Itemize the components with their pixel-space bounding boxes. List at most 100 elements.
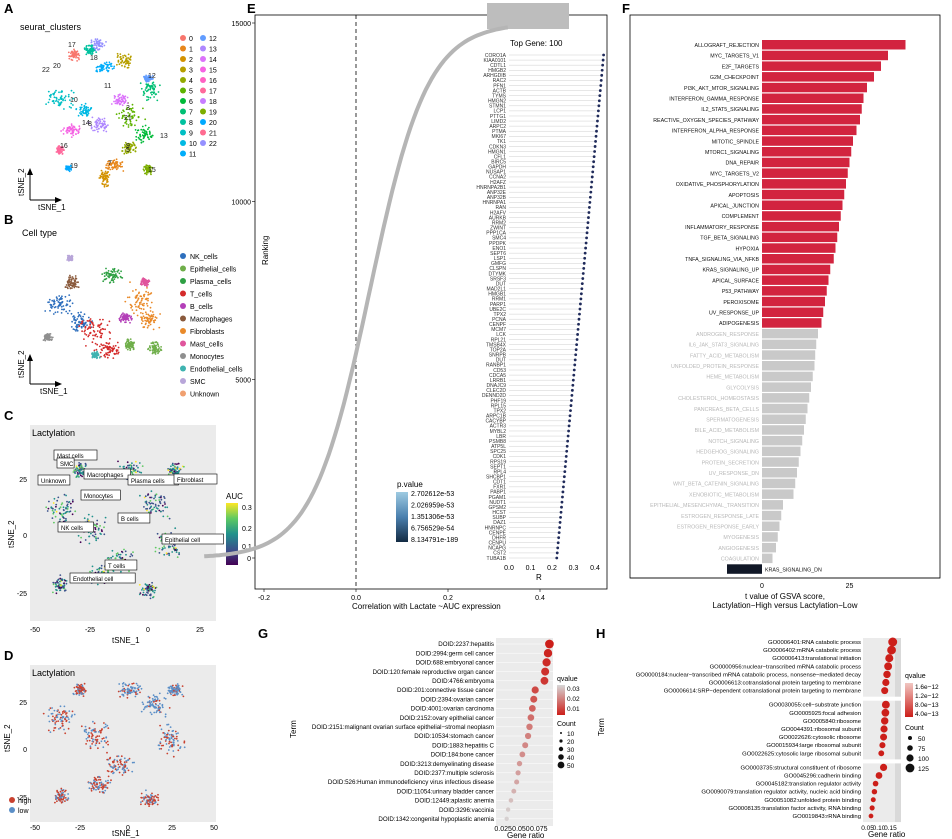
cluster-point <box>146 171 149 174</box>
group-point <box>105 741 108 744</box>
legend-swatch <box>200 56 206 62</box>
group-point <box>134 695 137 698</box>
auc-point <box>154 550 157 553</box>
auc-point <box>73 471 76 473</box>
auc-point <box>163 545 166 547</box>
cluster-point <box>107 168 110 170</box>
cluster-point <box>147 165 150 168</box>
group-point <box>126 767 128 770</box>
pathway-label: P53_PATHWAY <box>722 289 760 295</box>
cluster-point <box>70 124 73 127</box>
pathway-bar <box>762 179 846 189</box>
auc-point <box>64 589 67 592</box>
celltype-point <box>136 299 139 302</box>
auc-point <box>128 570 130 573</box>
term-label: DOID:3213:demyelinating disease <box>400 761 494 768</box>
celltype-point <box>146 320 149 322</box>
group-point <box>85 743 87 745</box>
cluster-point <box>55 96 57 99</box>
auc-point <box>63 493 66 496</box>
celltype-point <box>113 274 116 276</box>
cluster-point <box>130 55 132 58</box>
cluster-point <box>62 133 65 135</box>
celltype-point <box>147 324 150 327</box>
lollipop-dot <box>577 322 580 326</box>
celltype-point <box>49 309 51 312</box>
pathway-label: INFLAMMATORY_RESPONSE <box>685 225 759 231</box>
auc-point <box>95 536 97 539</box>
pathway-label: MYC_TARGETS_V2 <box>710 171 759 177</box>
legend-title: Count <box>905 725 924 732</box>
celltype-point <box>157 345 160 348</box>
auc-point <box>172 464 175 467</box>
celltype-point <box>64 286 67 288</box>
cluster-point <box>93 42 96 45</box>
cluster-point <box>128 108 131 111</box>
cluster-point <box>80 110 82 113</box>
celltype-point <box>155 317 158 319</box>
group-point <box>151 697 154 700</box>
group-point <box>65 712 68 714</box>
celltype-point <box>82 315 84 318</box>
celltype-point <box>106 324 109 326</box>
auc-point <box>96 519 99 522</box>
panel-d-ylabel: tSNE_2 <box>3 724 12 752</box>
auc-point <box>170 532 173 534</box>
cluster-point <box>96 38 99 41</box>
auc-point <box>59 518 61 521</box>
celltype-point <box>135 300 138 303</box>
cluster-point <box>99 44 101 47</box>
cluster-label: 9 <box>126 143 130 150</box>
celltype-point <box>129 281 131 283</box>
pathway-label: UV_RESPONSE_DN <box>709 471 760 477</box>
auc-point <box>47 507 50 510</box>
auc-point <box>145 594 148 597</box>
cluster-point <box>130 124 133 127</box>
celltype-point <box>83 330 86 333</box>
term-dot <box>543 649 553 658</box>
group-point <box>156 803 159 806</box>
celltype-point <box>147 294 150 296</box>
auc-point <box>66 510 69 513</box>
lollipop-dot <box>601 58 605 62</box>
cluster-point <box>114 161 117 164</box>
celltype-point <box>144 311 147 314</box>
legend-swatch <box>200 66 206 73</box>
celltype-point <box>123 315 125 317</box>
cluster-point <box>83 107 85 110</box>
legend-label: 15 <box>209 68 217 75</box>
legend-label: NK_cells <box>190 254 218 261</box>
celltype-point <box>114 276 117 279</box>
cluster-point <box>144 76 146 78</box>
group-point <box>96 735 99 738</box>
auc-point <box>151 581 154 584</box>
cluster-point <box>83 48 86 51</box>
cluster-point <box>104 175 107 178</box>
celltype-label: Macrophages <box>87 473 123 479</box>
celltype-point <box>146 283 149 286</box>
group-point <box>168 738 171 741</box>
cluster-point <box>142 140 145 143</box>
group-point <box>159 741 162 743</box>
facet-strip <box>895 763 901 823</box>
pathway-label: MTORC1_SIGNALING <box>705 150 759 156</box>
cluster-point <box>150 173 152 176</box>
cluster-point <box>68 106 71 108</box>
cluster-point <box>68 168 71 170</box>
legend-q-value: 8.0e−13 <box>915 702 939 709</box>
celltype-point <box>49 336 51 339</box>
cluster-point <box>140 87 143 90</box>
cluster-point <box>67 130 69 132</box>
legend-colorbar <box>557 685 565 715</box>
auc-point <box>135 471 137 474</box>
legend-swatch <box>180 77 186 83</box>
lollipop-dot <box>587 211 591 214</box>
auc-point <box>63 509 65 512</box>
term-dot <box>545 639 554 649</box>
auc-point <box>152 596 154 599</box>
auc-point <box>71 500 74 503</box>
celltype-point <box>75 330 77 332</box>
auc-point <box>70 506 72 509</box>
celltype-point <box>130 343 132 346</box>
celltype-point <box>47 337 50 340</box>
